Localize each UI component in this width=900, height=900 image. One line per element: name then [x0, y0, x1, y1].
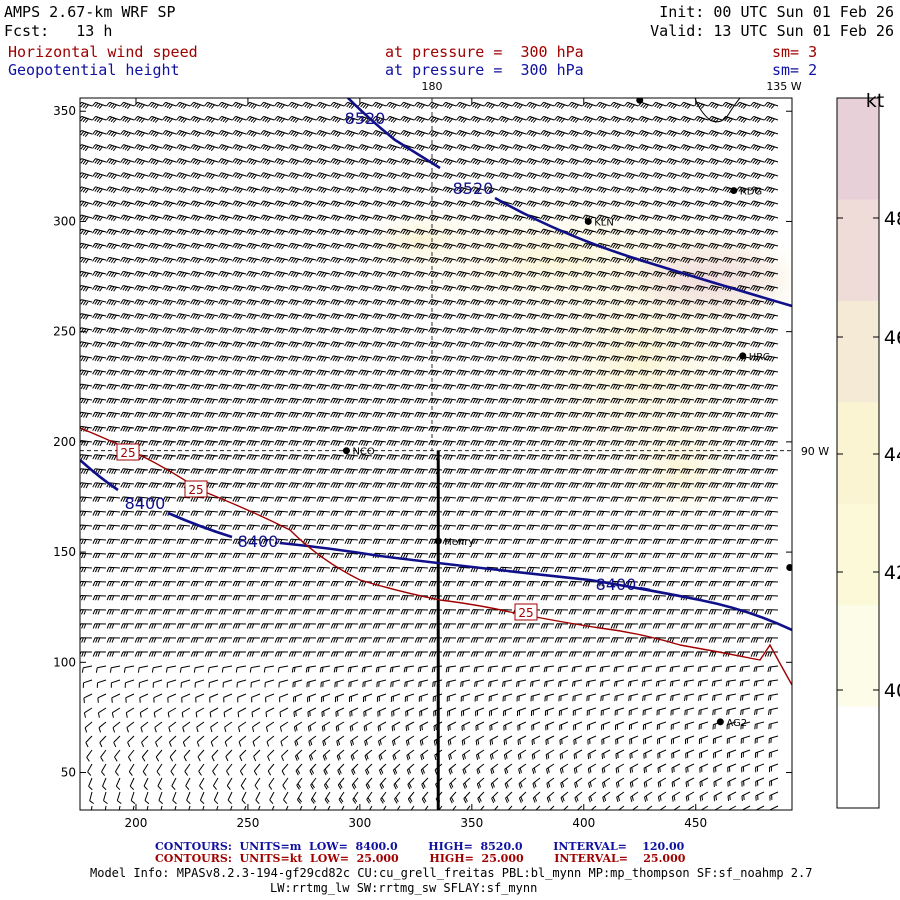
map-overlays: 8520 8520 8400 8400 8400 25 25 25 RDG KLN HRC NCO He… — [80, 98, 792, 810]
plot-frame — [79, 97, 793, 811]
meridian-label-top: 180 — [422, 80, 443, 93]
height-label-8400-b: 8400 — [238, 532, 279, 551]
colorbar-swatch — [837, 98, 879, 200]
y-tick-label: 250 — [53, 325, 76, 339]
speed-label-box — [184, 480, 208, 498]
speed-label-25-b: 25 — [188, 483, 203, 497]
y-tick-label: 100 — [53, 655, 76, 669]
model-info-line1: Model Info: MPASv8.2.3-194-gf29cd82c CU:… — [90, 866, 813, 880]
y-tick-label: 350 — [53, 104, 76, 118]
y-tick-label: 200 — [53, 435, 76, 449]
station-label-ag2: AG2 — [726, 718, 747, 729]
meridian-label-top-right: 135 W — [766, 80, 801, 93]
height-contour-8520-b — [494, 196, 792, 308]
field1-smoothing: sm= 3 — [772, 43, 818, 61]
height-contour-8400-b — [167, 511, 233, 539]
speed-label-25-a: 25 — [120, 446, 135, 460]
field1-name: Horizontal wind speed — [8, 43, 198, 61]
footer-contours-speed: CONTOURS: UNITS=kt LOW= 25.000 HIGH= 25.… — [155, 852, 686, 865]
wind-barbs — [80, 101, 779, 810]
forecast-label: Fcst: 13 h — [4, 23, 112, 40]
x-tick-label: 450 — [684, 816, 707, 830]
speed-label-25-c: 25 — [518, 606, 533, 620]
station-label-nco: NCO — [352, 447, 374, 458]
colorbar-label: 40 — [884, 680, 900, 702]
colorbar: 48 46 44 42 40 — [836, 97, 900, 809]
colorbar-swatch — [837, 706, 879, 809]
station-label-hrc: HRC — [749, 352, 770, 363]
x-tick-label: 250 — [236, 816, 259, 830]
station-marker — [739, 352, 747, 360]
height-contour-8520-a — [347, 98, 441, 170]
height-label-8520-a: 8520 — [345, 109, 386, 128]
height-contour-8400-a — [80, 459, 119, 492]
station-marker — [786, 564, 792, 572]
y-tick-label: 300 — [53, 214, 76, 228]
speed-label-box — [116, 443, 140, 461]
x-tick-label: 400 — [572, 816, 595, 830]
field1-level: at pressure = 300 hPa — [385, 43, 584, 61]
station-marker — [636, 98, 644, 104]
axes: 200 250 300 350 400 450 50 100 150 200 250 300 350 — [53, 98, 792, 830]
station-label-rdg: RDG — [740, 187, 762, 198]
colorbar-swatch — [837, 300, 879, 403]
fcst-label: Fcst: — [4, 22, 50, 40]
y-tick-label: 50 — [61, 766, 76, 780]
colorbar-label: 44 — [884, 444, 900, 466]
x-tick-label: 300 — [348, 816, 371, 830]
height-label-8400-c: 8400 — [596, 575, 637, 594]
colorbar-label: 48 — [884, 208, 900, 230]
valid-time: Valid: 13 UTC Sun 01 Feb 26 — [650, 22, 894, 40]
station-marker — [716, 718, 724, 726]
height-label-8520-b: 8520 — [453, 179, 494, 198]
init-time: Init: 00 UTC Sun 01 Feb 26 — [659, 3, 894, 21]
colorbar-swatch — [837, 503, 879, 606]
station-marker — [342, 447, 350, 455]
fcst-value: 13 h — [76, 22, 113, 40]
colorbar-frame — [836, 97, 880, 809]
colorbar-unit: kt — [866, 90, 884, 112]
meridian-label-right: 90 W — [801, 445, 829, 458]
station-label-henry: Henry — [444, 537, 474, 548]
map-title: AMPS 2.67-km WRF SP — [4, 3, 176, 21]
colorbar-label: 46 — [884, 327, 900, 349]
field2-smoothing: sm= 2 — [772, 61, 818, 79]
height-contour-8400-c — [279, 541, 792, 632]
footer-contours-height: CONTOURS: UNITS=m LOW= 8400.0 HIGH= 8520… — [155, 840, 685, 853]
colorbar-swatch — [837, 605, 879, 708]
height-label-8400-a: 8400 — [125, 494, 166, 513]
model-info-line2: LW:rrtmg_lw SW:rrtmg_sw SFLAY:sf_mynn — [270, 881, 538, 895]
x-tick-label: 350 — [460, 816, 483, 830]
station-marker — [584, 217, 592, 225]
wind-barb-field — [80, 101, 779, 810]
field2-level: at pressure = 300 hPa — [385, 61, 584, 79]
station-marker — [730, 187, 738, 195]
speed-label-box — [514, 603, 538, 621]
height-contour-8400-d — [639, 586, 651, 592]
colorbar-swatch — [837, 402, 879, 505]
station-label-kln: KLN — [594, 217, 614, 228]
colorbar-label: 42 — [884, 562, 900, 584]
y-tick-label: 150 — [53, 545, 76, 559]
colorbar-swatch — [837, 199, 879, 302]
field2-name: Geopotential height — [8, 61, 180, 79]
x-tick-label: 200 — [125, 816, 148, 830]
coastline — [694, 98, 741, 123]
station-marker — [434, 537, 442, 545]
